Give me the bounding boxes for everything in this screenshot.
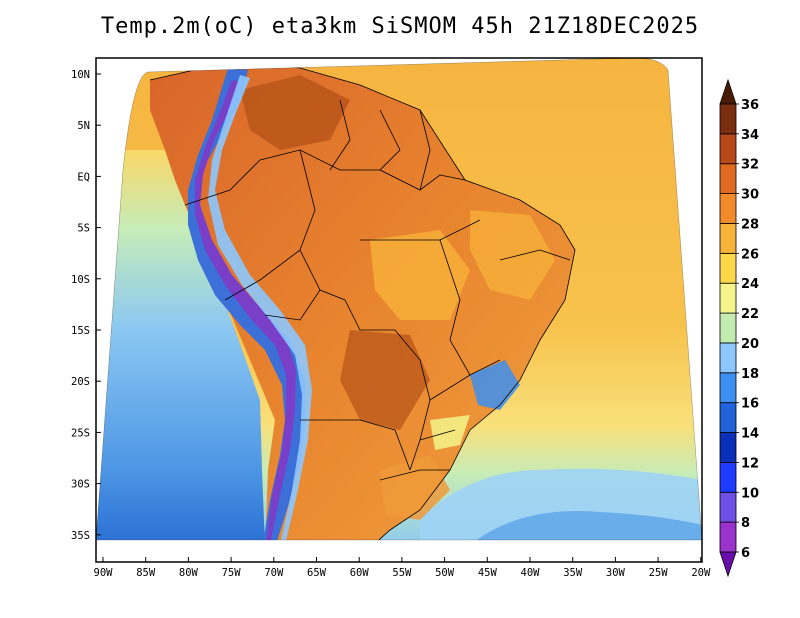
y-tick-label: 30S: [71, 479, 90, 491]
y-tick-label: 25S: [71, 427, 90, 439]
colorbar-swatch: [719, 193, 737, 224]
y-tick-label: 35S: [71, 530, 90, 542]
colorbar-swatch: [719, 491, 737, 523]
colorbar-label: 8: [741, 516, 750, 531]
hot-zone-north: [240, 75, 350, 150]
y-tick-label: 5N: [77, 120, 90, 132]
pacific-ocean: [96, 150, 265, 541]
x-tick-label: 90W: [94, 567, 114, 579]
colorbar-swatch: [719, 461, 737, 493]
colorbar: 6 8 10 12 14 16 18 20 22 24 26 28 30 32 34 36: [719, 78, 759, 578]
colorbar-label: 18: [741, 367, 759, 382]
colorbar-swatch: [719, 252, 737, 284]
colorbar-swatch: [719, 342, 737, 374]
colorbar-swatch: [719, 402, 737, 433]
colorbar-swatch: [719, 521, 737, 553]
south-atlantic-colder: [470, 510, 702, 541]
colorbar-label: 10: [741, 486, 759, 501]
x-tick-label: 25W: [649, 567, 669, 579]
x-tick-label: 45W: [478, 567, 498, 579]
colorbar-swatch: [719, 163, 737, 195]
y-tick-label: 20S: [71, 376, 90, 388]
cool-zone-southeast: [470, 360, 520, 410]
y-tick-label: EQ: [77, 171, 90, 183]
x-tick-label: 20W: [691, 567, 711, 579]
south-america-land: [150, 62, 575, 541]
x-tick-label: 40W: [521, 567, 541, 579]
x-tick-label: 80W: [179, 567, 199, 579]
axis-ticks: [96, 73, 702, 562]
colorbar-label: 16: [741, 397, 759, 412]
x-tick-label: 85W: [136, 567, 156, 579]
colorbar-label: 24: [741, 277, 759, 292]
colorbar-swatch: [719, 133, 737, 165]
colorbar-label: 26: [741, 247, 759, 262]
warm-zone-central: [370, 230, 470, 320]
y-tick-label: 15S: [71, 325, 90, 337]
x-tick-label: 55W: [392, 567, 412, 579]
colorbar-swatch: [719, 103, 737, 135]
domain-outline: [95, 57, 703, 541]
colorbar-label: 32: [741, 158, 759, 173]
colorbar-label: 34: [741, 128, 759, 143]
hot-zone-chaco: [340, 330, 430, 430]
x-tick-label: 65W: [307, 567, 327, 579]
x-tick-label: 70W: [264, 567, 284, 579]
colorbar-swatch: [719, 372, 737, 404]
colorbar-swatch: [719, 223, 737, 254]
colorbar-label: 6: [741, 546, 750, 561]
colorbar-swatch: [719, 282, 737, 314]
y-tick-label: 10N: [71, 69, 90, 81]
colorbar-label: 36: [741, 98, 759, 113]
x-tick-label: 75W: [222, 567, 242, 579]
country-borders: [149, 61, 576, 541]
colorbar-swatch: [719, 312, 737, 344]
colorbar-bottom-arrow: [719, 551, 737, 578]
y-tick-label: 5S: [77, 223, 90, 235]
mild-zone-south: [430, 415, 470, 450]
colorbar-top-arrow: [719, 78, 737, 105]
warm-zone-northeast: [470, 210, 555, 300]
colorbar-label: 20: [741, 337, 759, 352]
x-tick-label: 50W: [435, 567, 455, 579]
x-tick-label: 30W: [606, 567, 626, 579]
y-tick-label: 10S: [71, 274, 90, 286]
colorbar-label: 28: [741, 217, 759, 232]
x-tick-label: 60W: [350, 567, 370, 579]
temperature-field: [96, 57, 702, 541]
map-title: Temp.2m(oC) eta3km SiSMOM 45h 21Z18DEC20…: [100, 14, 700, 39]
colorbar-label: 22: [741, 307, 759, 322]
colorbar-label: 30: [741, 188, 759, 203]
x-tick-label: 35W: [563, 567, 583, 579]
latitude-labels: 10N 5N EQ 5S 10S 15S 20S 25S 30S 35S: [71, 69, 90, 542]
map-frame: [95, 57, 703, 563]
colorbar-label: 12: [741, 456, 759, 471]
colorbar-label: 14: [741, 427, 759, 442]
colorbar-swatch: [719, 432, 737, 463]
warm-zone-pampas: [380, 455, 450, 520]
longitude-labels: 90W 85W 80W 75W 70W 65W 60W 55W 50W 45W 40W 35W 30W 2…: [94, 567, 711, 579]
